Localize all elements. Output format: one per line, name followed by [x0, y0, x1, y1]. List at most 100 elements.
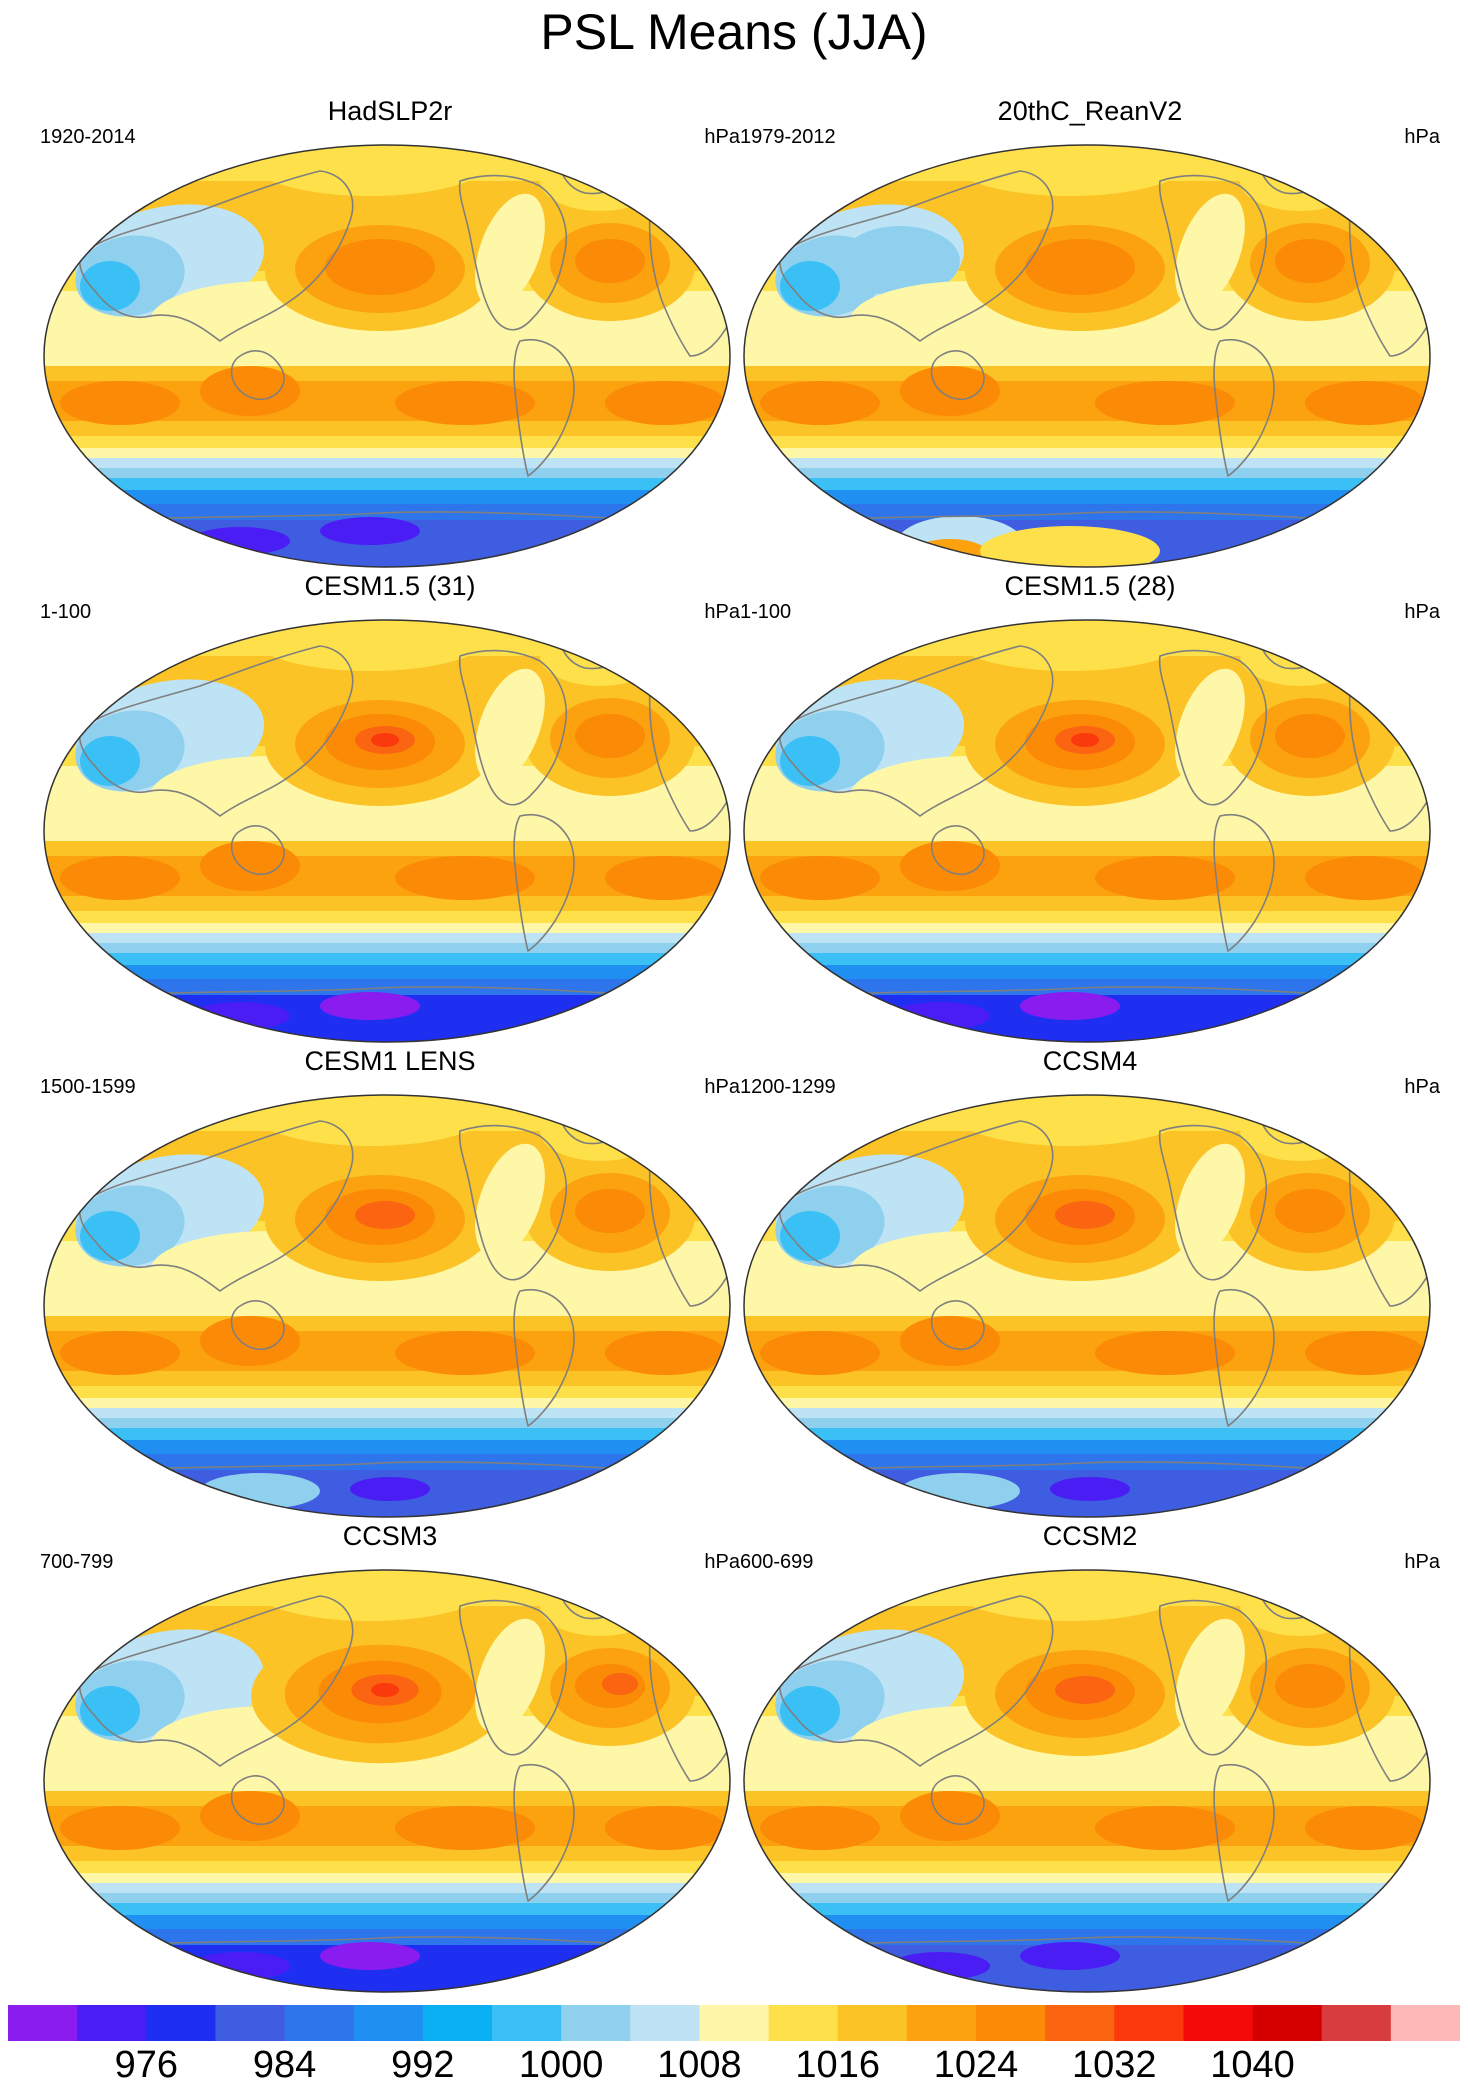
world-map: [743, 1569, 1431, 1993]
transition-band-4: [44, 468, 730, 478]
south-indian-high: [60, 381, 180, 425]
south-atlantic-high: [605, 381, 725, 425]
map-border: [43, 619, 731, 1043]
colorbar-swatch: [906, 2005, 977, 2041]
map-panel: 20thC_ReanV2 1979-2012 hPa: [740, 95, 1440, 570]
transition-band-6: [744, 1915, 1430, 1929]
panel-period: 1-100: [40, 601, 92, 623]
greenland-patch: [540, 151, 660, 211]
panel-period: 1979-2012: [740, 126, 836, 148]
antarctic-low-west: [890, 1002, 990, 1030]
colorbar-swatch: [699, 2005, 770, 2041]
antarctic-low-core: [1020, 992, 1120, 1020]
north-america-low: [1175, 1143, 1245, 1259]
eurasia-outline: [778, 1595, 1054, 1767]
south-indian-high: [760, 1806, 880, 1850]
world-map: [743, 144, 1431, 568]
transition-band-4: [744, 943, 1430, 953]
eurasia-outline: [78, 170, 354, 342]
panel-units: hPa: [1404, 1551, 1440, 1573]
transition-band-6: [44, 490, 730, 504]
north-america-low: [1175, 193, 1245, 309]
transition-band-5: [744, 478, 1430, 490]
map-panel: HadSLP2r 1920-2014 hPa: [40, 95, 740, 570]
asian-low-core: [780, 1211, 840, 1261]
colorbar-swatch: [422, 2005, 493, 2041]
australia-outline: [230, 1300, 285, 1351]
north-atlantic-high-inner: [1275, 239, 1345, 283]
pressure-field: [744, 1570, 1430, 1992]
map-panel: CCSM3 700-799 hPa: [40, 1520, 740, 1995]
australia-outline: [930, 1775, 985, 1826]
transition-band-3: [44, 1883, 730, 1893]
asian-low-core: [780, 1686, 840, 1736]
eurasia-outline: [778, 645, 1054, 817]
south-america-outline: [1213, 1764, 1275, 1902]
colorbar-swatch: [146, 2005, 216, 2041]
transition-band-4: [44, 943, 730, 953]
colorbar-swatch: [492, 2005, 562, 2041]
colorbar-swatch: [1321, 2005, 1392, 2041]
south-pacific-high: [1095, 381, 1235, 425]
asian-low-core: [80, 261, 140, 311]
antarctic-low-west: [890, 1952, 990, 1980]
south-atlantic-high: [1305, 381, 1425, 425]
north-atlantic-high-inner: [575, 714, 645, 758]
transition-band-3: [744, 933, 1430, 943]
colorbar-swatch: [768, 2005, 839, 2041]
panel-title: CESM1 LENS: [304, 1046, 476, 1076]
transition-band-1: [744, 436, 1430, 448]
south-america-outline: [513, 1289, 575, 1427]
north-america-outline: [458, 174, 567, 331]
transition-band-1: [44, 436, 730, 448]
transition-band-2: [44, 923, 730, 933]
transition-band-3: [44, 933, 730, 943]
north-pacific-high-peak: [371, 1683, 399, 1697]
asian-low-core: [80, 736, 140, 786]
north-america-outline: [458, 649, 567, 806]
transition-band-1: [744, 1386, 1430, 1398]
panel-units: hPa: [704, 126, 740, 148]
australian-high: [200, 1316, 300, 1366]
transition-band-6: [44, 965, 730, 979]
transition-band-4: [744, 1893, 1430, 1903]
south-pacific-high: [395, 1331, 535, 1375]
pressure-field: [744, 620, 1430, 1042]
north-america-outline: [1158, 174, 1267, 331]
panel-period: 600-699: [740, 1551, 814, 1573]
antarctic-low-west: [190, 1002, 290, 1030]
panel-title: CESM1.5 (31): [304, 571, 476, 601]
colorbar-swatch: [284, 2005, 355, 2041]
north-pacific-high-core: [1055, 1676, 1115, 1704]
pressure-field: [744, 1095, 1430, 1517]
greenland-patch: [1240, 1101, 1360, 1161]
transition-band-4: [744, 468, 1430, 478]
map-panel: CESM1.5 (31) 1-100 hPa: [40, 570, 740, 1045]
transition-band-6: [744, 490, 1430, 504]
south-atlantic-high: [1305, 1331, 1425, 1375]
antarctic-low-core: [320, 1942, 420, 1970]
australia-outline: [930, 350, 985, 401]
colorbar-swatch: [976, 2005, 1046, 2041]
arctic-patch: [250, 1095, 490, 1146]
antarctic-low-core: [350, 1477, 430, 1501]
north-pacific-high-inner: [325, 239, 435, 295]
antarctic-plateau-1: [200, 1473, 320, 1509]
transition-band-5: [44, 1428, 730, 1440]
south-pacific-high: [395, 1806, 535, 1850]
colorbar-swatch: [1183, 2005, 1254, 2041]
colorbar-swatch: [1390, 2005, 1460, 2041]
transition-band-2: [744, 448, 1430, 458]
australia-outline: [230, 350, 285, 401]
australian-high: [900, 1791, 1000, 1841]
panel-period: 1200-1299: [740, 1076, 836, 1098]
north-pacific-high-core: [1055, 1201, 1115, 1229]
south-america-outline: [513, 1764, 575, 1902]
australia-outline: [230, 825, 285, 876]
map-border: [743, 144, 1431, 568]
transition-band-2: [744, 1398, 1430, 1408]
transition-band-5: [44, 953, 730, 965]
south-america-outline: [513, 339, 575, 477]
asian-low-core: [80, 1686, 140, 1736]
arctic-patch: [950, 1095, 1190, 1146]
